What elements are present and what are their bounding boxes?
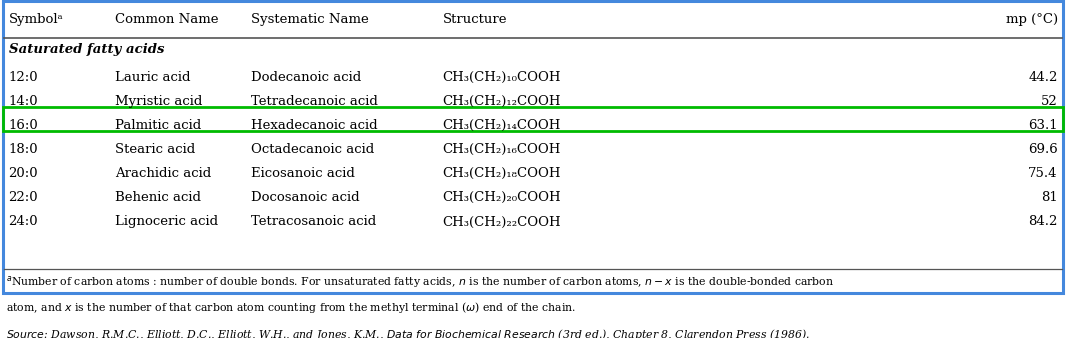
Text: 69.6: 69.6 <box>1028 143 1057 156</box>
Text: atom, and $x$ is the number of that carbon atom counting from the methyl termina: atom, and $x$ is the number of that carb… <box>6 300 577 315</box>
Text: 75.4: 75.4 <box>1028 167 1057 180</box>
Text: 44.2: 44.2 <box>1028 71 1057 83</box>
Text: Palmitic acid: Palmitic acid <box>116 119 201 132</box>
Text: Tetracosanoic acid: Tetracosanoic acid <box>250 216 376 228</box>
Text: Stearic acid: Stearic acid <box>116 143 196 156</box>
Text: Common Name: Common Name <box>116 13 218 26</box>
Text: CH₃(CH₂)₁₄COOH: CH₃(CH₂)₁₄COOH <box>443 119 561 132</box>
Text: Octadecanoic acid: Octadecanoic acid <box>250 143 373 156</box>
Text: 20:0: 20:0 <box>9 167 39 180</box>
Text: mp (°C): mp (°C) <box>1006 13 1057 26</box>
Text: 24:0: 24:0 <box>9 216 39 228</box>
Text: 22:0: 22:0 <box>9 191 39 204</box>
Text: 16:0: 16:0 <box>9 119 39 132</box>
Text: 52: 52 <box>1041 95 1057 108</box>
Text: Docosanoic acid: Docosanoic acid <box>250 191 360 204</box>
Text: CH₃(CH₂)₁₈COOH: CH₃(CH₂)₁₈COOH <box>443 167 561 180</box>
Text: $^a$Number of carbon atoms : number of double bonds. For unsaturated fatty acids: $^a$Number of carbon atoms : number of d… <box>6 274 835 290</box>
Text: CH₃(CH₂)₁₀COOH: CH₃(CH₂)₁₀COOH <box>443 71 561 83</box>
Text: 18:0: 18:0 <box>9 143 39 156</box>
Text: Lauric acid: Lauric acid <box>116 71 190 83</box>
Text: Hexadecanoic acid: Hexadecanoic acid <box>250 119 378 132</box>
Text: Saturated fatty acids: Saturated fatty acids <box>9 43 164 56</box>
Text: 14:0: 14:0 <box>9 95 39 108</box>
Text: $\it{Source}$: Dawson, R.M.C., Elliott, D.C., Elliott, W.H., and Jones, K.M., $\: $\it{Source}$: Dawson, R.M.C., Elliott, … <box>6 327 810 338</box>
Text: 81: 81 <box>1041 191 1057 204</box>
Text: 84.2: 84.2 <box>1028 216 1057 228</box>
Text: Myristic acid: Myristic acid <box>116 95 202 108</box>
Text: Symbolᵃ: Symbolᵃ <box>9 13 63 26</box>
Text: CH₃(CH₂)₂₂COOH: CH₃(CH₂)₂₂COOH <box>443 216 561 228</box>
Text: Tetradecanoic acid: Tetradecanoic acid <box>250 95 378 108</box>
Text: CH₃(CH₂)₁₆COOH: CH₃(CH₂)₁₆COOH <box>443 143 561 156</box>
Text: 12:0: 12:0 <box>9 71 39 83</box>
Text: CH₃(CH₂)₁₂COOH: CH₃(CH₂)₁₂COOH <box>443 95 561 108</box>
Text: CH₃(CH₂)₂₀COOH: CH₃(CH₂)₂₀COOH <box>443 191 561 204</box>
Text: 63.1: 63.1 <box>1028 119 1057 132</box>
Text: Lignoceric acid: Lignoceric acid <box>116 216 218 228</box>
Text: Dodecanoic acid: Dodecanoic acid <box>250 71 361 83</box>
Text: Arachidic acid: Arachidic acid <box>116 167 212 180</box>
Text: Eicosanoic acid: Eicosanoic acid <box>250 167 354 180</box>
Text: Structure: Structure <box>443 13 507 26</box>
Text: Systematic Name: Systematic Name <box>250 13 368 26</box>
Text: Behenic acid: Behenic acid <box>116 191 201 204</box>
